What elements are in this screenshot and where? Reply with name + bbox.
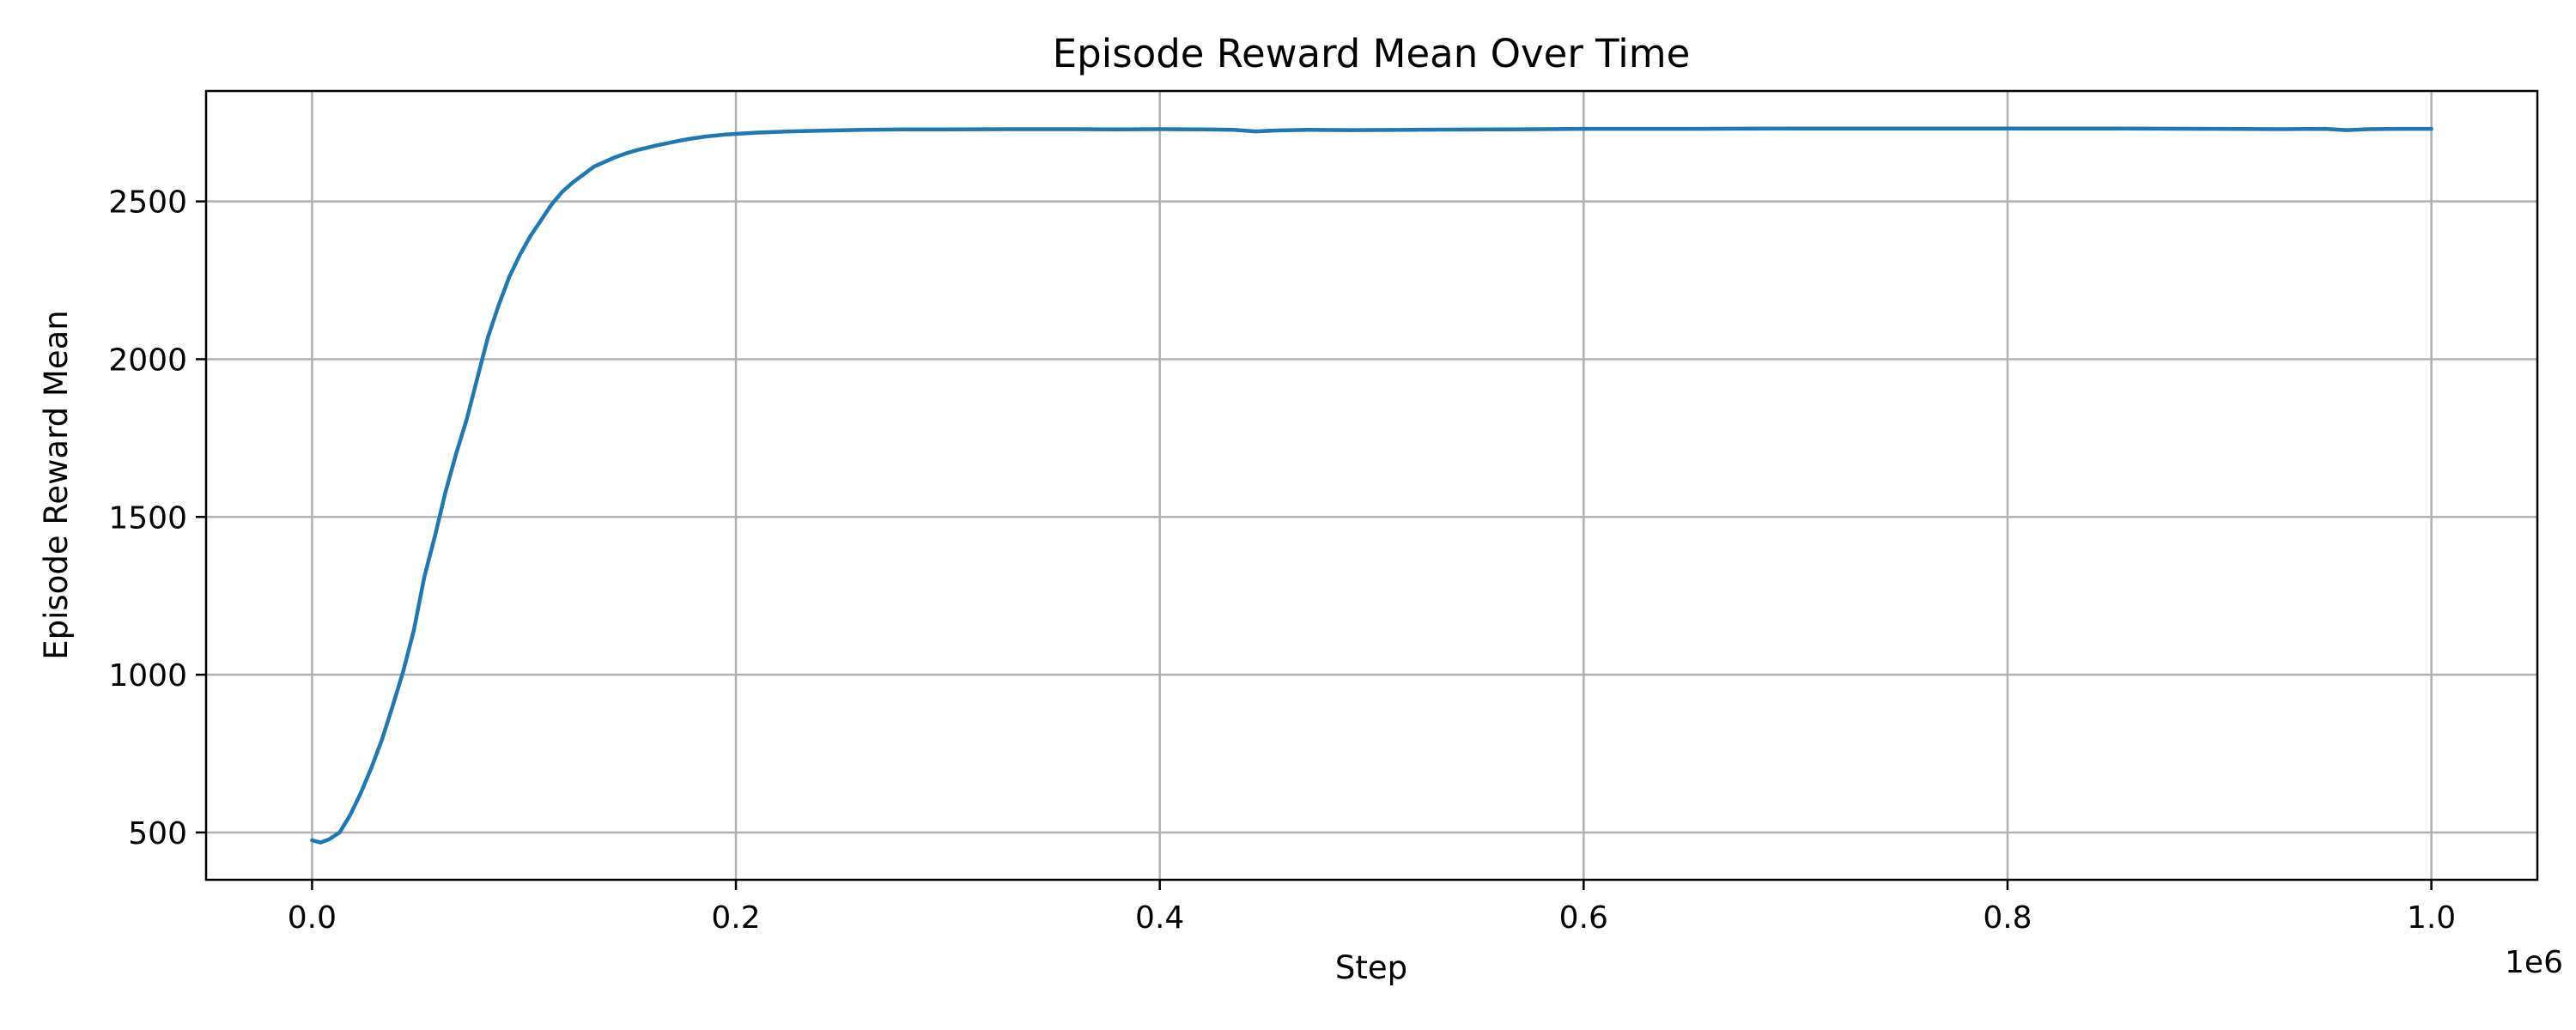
grid-lines bbox=[206, 91, 2537, 880]
reward-series-line bbox=[310, 126, 2433, 845]
chart-title: Episode Reward Mean Over Time bbox=[1053, 31, 1691, 76]
axis-ticks: 0.0 0.2 0.4 0.6 0.8 1.0 500 1000 1500 2000 2500 bbox=[108, 185, 2456, 936]
y-tick-label: 1500 bbox=[108, 500, 187, 536]
x-axis-offset-label: 1e6 bbox=[2505, 945, 2563, 980]
y-tick-label: 500 bbox=[128, 816, 187, 851]
x-axis-label: Step bbox=[1335, 949, 1407, 986]
x-tick-label: 0.8 bbox=[1983, 900, 2032, 936]
y-axis-label: Episode Reward Mean bbox=[38, 310, 75, 659]
x-tick-label: 1.0 bbox=[2407, 900, 2456, 936]
y-tick-label: 1000 bbox=[108, 658, 187, 694]
y-tick-label: 2000 bbox=[108, 342, 187, 378]
x-tick-label: 0.2 bbox=[711, 900, 760, 936]
x-tick-label: 0.4 bbox=[1135, 900, 1184, 936]
x-tick-label: 0.0 bbox=[288, 900, 337, 936]
y-tick-label: 2500 bbox=[108, 185, 187, 221]
series-layer bbox=[310, 126, 2433, 845]
plot-frame bbox=[204, 89, 2539, 882]
x-tick-label: 0.6 bbox=[1559, 900, 1608, 936]
